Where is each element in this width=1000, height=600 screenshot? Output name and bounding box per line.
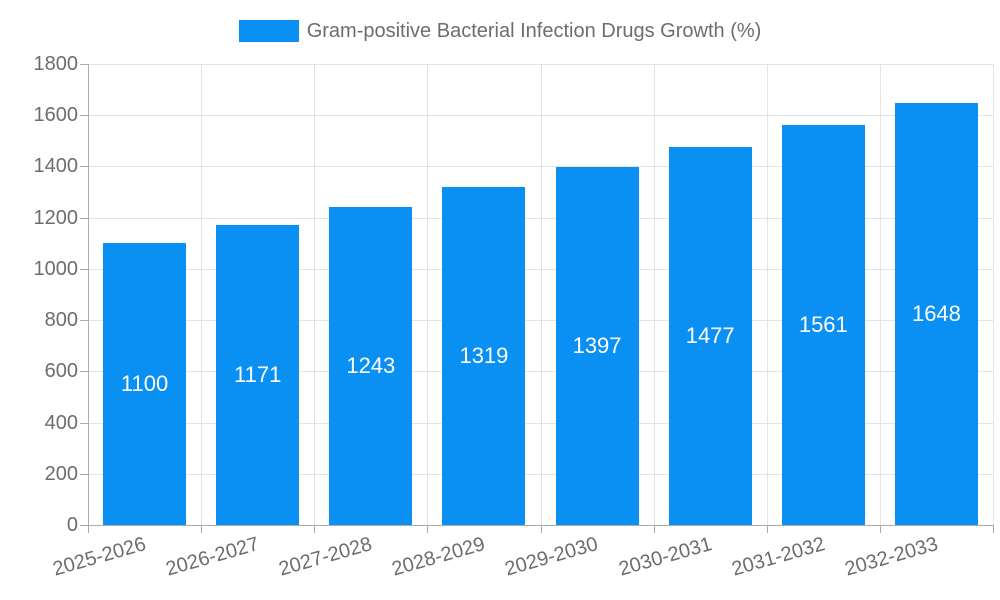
x-axis-tick bbox=[314, 525, 316, 533]
x-axis-line bbox=[88, 525, 993, 526]
y-axis-label: 1600 bbox=[33, 104, 79, 127]
x-axis-tick bbox=[653, 525, 655, 533]
bar-value-label: 1319 bbox=[459, 343, 509, 369]
y-axis-tick bbox=[80, 525, 88, 526]
y-axis-tick bbox=[80, 166, 88, 168]
x-gridline bbox=[766, 64, 768, 525]
bar[interactable]: 1477 bbox=[668, 146, 752, 525]
bar-value-label: 1100 bbox=[120, 371, 169, 397]
y-axis-tick bbox=[80, 217, 88, 219]
y-axis-line bbox=[88, 64, 89, 525]
y-axis-label: 800 bbox=[44, 309, 78, 332]
x-axis-label: 2028-2029 bbox=[389, 533, 488, 581]
y-axis-label: 1800 bbox=[33, 53, 79, 75]
bar-value-label: 1397 bbox=[572, 333, 622, 359]
bar[interactable]: 1100 bbox=[103, 243, 187, 525]
y-axis-tick bbox=[80, 115, 88, 117]
x-gridline bbox=[314, 64, 316, 525]
y-axis-tick bbox=[80, 268, 88, 270]
y-axis-label: 0 bbox=[66, 514, 78, 536]
x-axis-tick bbox=[427, 525, 429, 533]
x-axis-label: 2026-2027 bbox=[163, 533, 262, 581]
x-axis-label: 2032-2033 bbox=[842, 533, 941, 581]
x-gridline bbox=[993, 64, 994, 525]
bar[interactable]: 1171 bbox=[216, 225, 300, 525]
bar-value-label: 1561 bbox=[798, 312, 848, 338]
y-axis-tick bbox=[80, 422, 88, 424]
x-axis-tick bbox=[879, 525, 881, 533]
bar[interactable]: 1319 bbox=[442, 187, 526, 525]
x-axis-label: 2031-2032 bbox=[729, 533, 828, 581]
legend[interactable]: Gram-positive Bacterial Infection Drugs … bbox=[0, 19, 1000, 43]
x-gridline bbox=[540, 64, 542, 525]
y-axis-tick bbox=[80, 64, 88, 65]
x-axis-tick bbox=[993, 525, 994, 533]
x-axis-label: 2027-2028 bbox=[276, 533, 375, 581]
bar-value-label: 1477 bbox=[685, 322, 735, 348]
y-axis-label: 400 bbox=[44, 411, 78, 434]
y-axis-label: 1000 bbox=[33, 257, 79, 280]
bar-value-label: 1243 bbox=[346, 352, 396, 378]
bar[interactable]: 1648 bbox=[894, 102, 978, 525]
x-axis-label: 2025-2026 bbox=[50, 533, 149, 581]
x-axis-tick bbox=[766, 525, 768, 533]
y-axis-tick bbox=[80, 371, 88, 373]
legend-label: Gram-positive Bacterial Infection Drugs … bbox=[306, 20, 762, 42]
x-gridline bbox=[201, 64, 203, 525]
y-axis-label: 1200 bbox=[33, 206, 79, 229]
y-axis-label: 200 bbox=[44, 462, 78, 485]
bar[interactable]: 1397 bbox=[555, 167, 639, 525]
x-axis-tick bbox=[88, 525, 89, 533]
bar-value-label: 1648 bbox=[911, 300, 961, 326]
x-axis-label: 2029-2030 bbox=[502, 533, 601, 581]
x-gridline bbox=[653, 64, 655, 525]
x-gridline bbox=[427, 64, 429, 525]
x-axis-label: 2030-2031 bbox=[615, 533, 714, 581]
x-axis-tick bbox=[540, 525, 542, 533]
x-axis-tick bbox=[201, 525, 203, 533]
x-gridline bbox=[879, 64, 881, 525]
bar[interactable]: 1243 bbox=[329, 206, 413, 525]
y-axis-label: 1400 bbox=[33, 155, 79, 178]
bar-value-label: 1171 bbox=[234, 362, 282, 388]
y-axis-tick bbox=[80, 473, 88, 475]
legend-swatch bbox=[238, 20, 299, 42]
bar[interactable]: 1561 bbox=[781, 125, 865, 525]
y-axis-tick bbox=[80, 320, 88, 322]
y-axis-label: 600 bbox=[44, 360, 78, 383]
